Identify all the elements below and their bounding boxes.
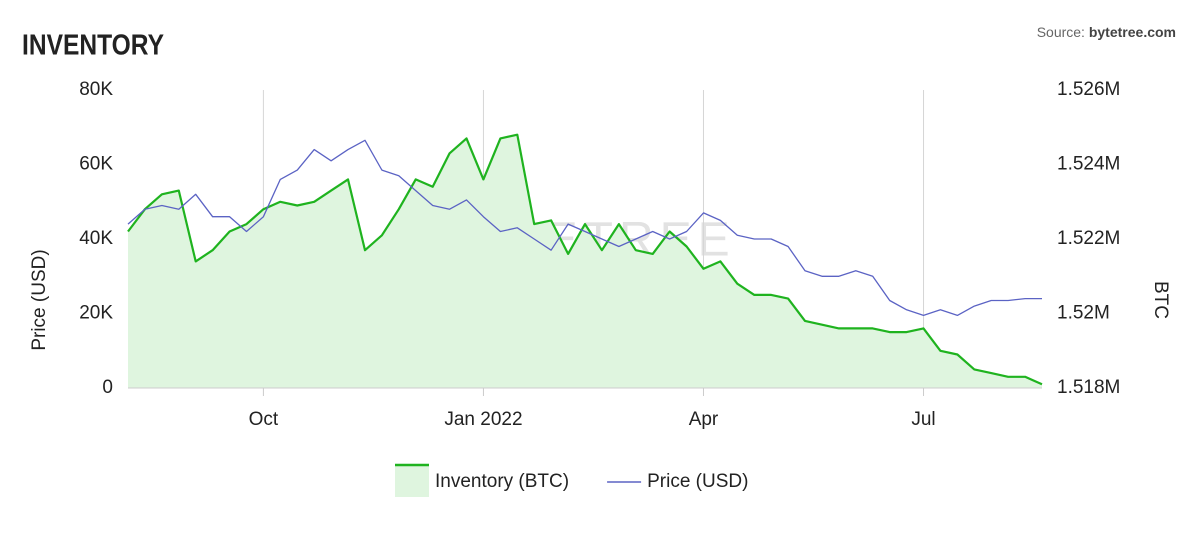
y2-tick-label: 1.524M	[1057, 154, 1120, 175]
legend-label: Price (USD)	[647, 471, 748, 492]
legend-label: Inventory (BTC)	[435, 471, 569, 492]
source-name: bytetree.com	[1089, 24, 1176, 40]
y2-tick-label: 1.518M	[1057, 377, 1120, 398]
y-axis-label: Price (USD)	[29, 249, 50, 350]
source: Source: bytetree.com	[1037, 24, 1176, 40]
series-line	[127, 139, 1042, 317]
x-tick-label: Jul	[911, 409, 935, 430]
y-tick-label: 40K	[79, 228, 113, 249]
area-fill	[128, 134, 1042, 388]
y2-tick-label: 1.526M	[1057, 79, 1120, 100]
x-tick-label: Oct	[249, 409, 279, 430]
y-tick-label: 0	[102, 377, 113, 398]
series-line	[127, 133, 1043, 386]
plot-area	[127, 90, 1043, 396]
source-label: Source:	[1037, 24, 1085, 40]
legend-swatch	[395, 464, 429, 497]
y-tick-label: 60K	[79, 154, 113, 175]
y-tick-label: 20K	[79, 303, 113, 324]
y2-axis-label: BTC	[1150, 281, 1171, 319]
x-tick-label: Apr	[689, 409, 719, 430]
x-tick-label: Jan 2022	[444, 409, 522, 430]
chart-title: INVENTORY	[22, 30, 164, 62]
y2-tick-label: 1.522M	[1057, 228, 1120, 249]
legend: Inventory (BTC) Price (USD)	[395, 463, 748, 497]
y-tick-label: 80K	[79, 79, 113, 100]
y2-tick-label: 1.52M	[1057, 303, 1110, 324]
